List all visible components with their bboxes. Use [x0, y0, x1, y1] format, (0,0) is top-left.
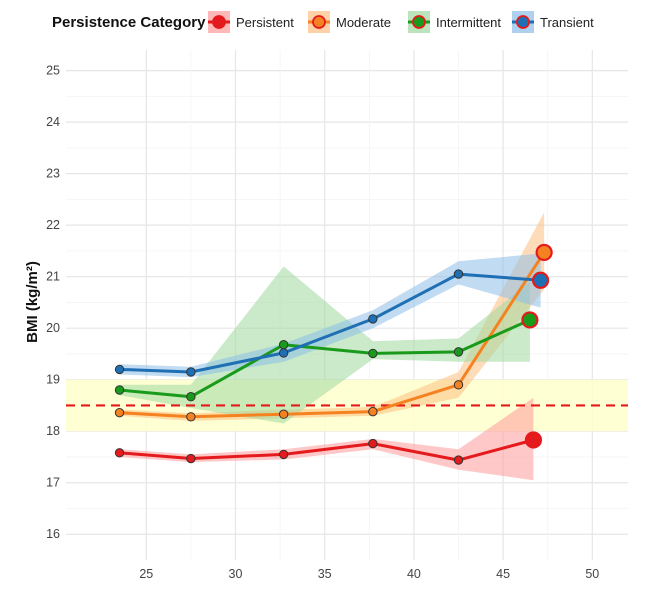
- data-point-transient: [186, 367, 196, 377]
- data-point-intermittent: [453, 347, 464, 357]
- legend: Persistence Category Persistent Moderate I…: [52, 11, 594, 33]
- x-tick-label: 50: [585, 567, 599, 581]
- data-point-moderate: [186, 412, 196, 422]
- legend-item-intermittent: Intermittent: [408, 11, 501, 33]
- series-line-transient: [118, 272, 543, 374]
- y-tick-label: 23: [46, 167, 60, 181]
- x-tick-label: 30: [229, 567, 243, 581]
- data-point-persistent: [186, 453, 196, 464]
- legend-label-intermittent: Intermittent: [436, 15, 501, 30]
- y-tick-label: 20: [46, 321, 60, 335]
- y-tick-label: 16: [46, 527, 60, 541]
- data-point-transient: [278, 348, 289, 358]
- data-point-intermittent: [368, 348, 378, 359]
- series-line-intermittent: [118, 318, 532, 399]
- data-point-moderate: [114, 407, 125, 418]
- data-point-intermittent: [114, 385, 125, 395]
- y-tick-label: 21: [46, 270, 60, 284]
- data-point-intermittent: [278, 339, 289, 350]
- confidence-band-persistent: [119, 397, 534, 481]
- legend-label-transient: Transient: [540, 15, 594, 30]
- legend-marker-persistent: [212, 15, 226, 29]
- legend-marker-transient: [516, 15, 530, 29]
- data-point-persistent: [278, 449, 289, 460]
- data-point-transient: [453, 269, 464, 279]
- data-point-persistent: [114, 448, 125, 458]
- legend-items: Persistent Moderate Intermittent Transient: [208, 11, 594, 33]
- data-point-transient: [368, 314, 378, 324]
- y-tick-label: 18: [46, 424, 60, 438]
- x-tick-label: 35: [318, 567, 332, 581]
- x-tick-label: 40: [407, 567, 421, 581]
- y-tick-label: 25: [46, 64, 60, 78]
- y-tick-label: 22: [46, 218, 60, 232]
- data-point-moderate: [368, 406, 378, 417]
- legend-marker-intermittent: [412, 15, 426, 29]
- y-tick-label: 24: [46, 115, 60, 129]
- data-point-persistent: [524, 431, 543, 449]
- y-tick-label: 19: [46, 373, 60, 387]
- data-point-persistent: [453, 455, 464, 465]
- legend-item-moderate: Moderate: [308, 11, 391, 33]
- legend-label-moderate: Moderate: [336, 15, 391, 30]
- series-line-moderate: [118, 251, 546, 419]
- series-points: [114, 243, 553, 465]
- confidence-bands: [119, 212, 545, 481]
- data-point-moderate: [453, 380, 464, 390]
- x-tick-label: 25: [139, 567, 153, 581]
- data-point-transient: [114, 364, 125, 375]
- legend-label-persistent: Persistent: [236, 15, 294, 30]
- data-point-moderate: [535, 243, 553, 262]
- series-line-persistent: [118, 438, 535, 462]
- data-point-persistent: [368, 438, 378, 449]
- data-point-intermittent: [521, 311, 539, 329]
- y-tick-labels: 16 17 18 19 20 21 22 23 24 25: [46, 64, 60, 542]
- data-point-moderate: [278, 409, 289, 419]
- data-point-transient: [531, 271, 550, 289]
- confidence-band-transient: [119, 253, 541, 378]
- y-axis-title: BMI (kg/m²): [24, 261, 41, 343]
- legend-item-transient: Transient: [512, 11, 594, 33]
- legend-item-persistent: Persistent: [208, 11, 294, 33]
- legend-title: Persistence Category: [52, 14, 206, 31]
- legend-marker-moderate: [312, 15, 326, 29]
- data-point-intermittent: [186, 391, 196, 402]
- series-lines: [118, 251, 546, 462]
- grid: [66, 50, 628, 560]
- x-tick-labels: 25 30 35 40 45 50: [139, 567, 599, 581]
- x-tick-label: 45: [496, 567, 510, 581]
- y-tick-label: 17: [46, 476, 60, 490]
